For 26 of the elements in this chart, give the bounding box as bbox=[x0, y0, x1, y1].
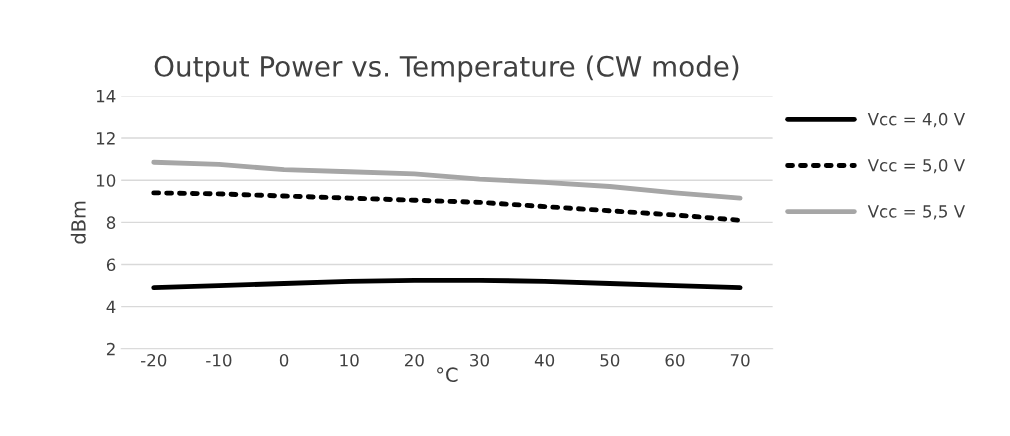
line-series bbox=[151, 190, 743, 223]
x-tick-label: 70 bbox=[730, 353, 750, 367]
x-tick-label: 10 bbox=[340, 353, 359, 367]
y-tick-label: 8 bbox=[106, 216, 116, 229]
y-axis-title: dBm bbox=[70, 201, 86, 244]
legend-label: Vcc = 4,0 V bbox=[867, 112, 966, 128]
line-series bbox=[151, 277, 743, 291]
x-tick-label: -10 bbox=[206, 353, 232, 367]
x-tick-label: 30 bbox=[470, 353, 489, 367]
x-tick-label: 60 bbox=[665, 353, 685, 367]
x-tick-label: 40 bbox=[534, 353, 555, 367]
line-series bbox=[151, 159, 743, 201]
x-tick-label: 50 bbox=[600, 353, 620, 367]
y-tick-label: 4 bbox=[106, 300, 116, 313]
x-tick-label: -20 bbox=[140, 353, 167, 367]
x-axis-title: °C bbox=[437, 367, 458, 383]
x-tick-label: 0 bbox=[279, 353, 289, 367]
y-tick-label: 14 bbox=[96, 90, 116, 103]
y-tick-label: 10 bbox=[96, 174, 116, 187]
legend-label: Vcc = 5,5 V bbox=[867, 205, 966, 220]
y-tick-label: 12 bbox=[96, 132, 115, 145]
y-tick-label: 2 bbox=[106, 342, 115, 356]
chart-title: Output Power vs. Temperature (CW mode) bbox=[154, 55, 739, 83]
legend-label: Vcc = 5,0 V bbox=[867, 158, 966, 174]
y-tick-label: 6 bbox=[106, 258, 116, 272]
x-tick-label: 20 bbox=[404, 353, 424, 367]
